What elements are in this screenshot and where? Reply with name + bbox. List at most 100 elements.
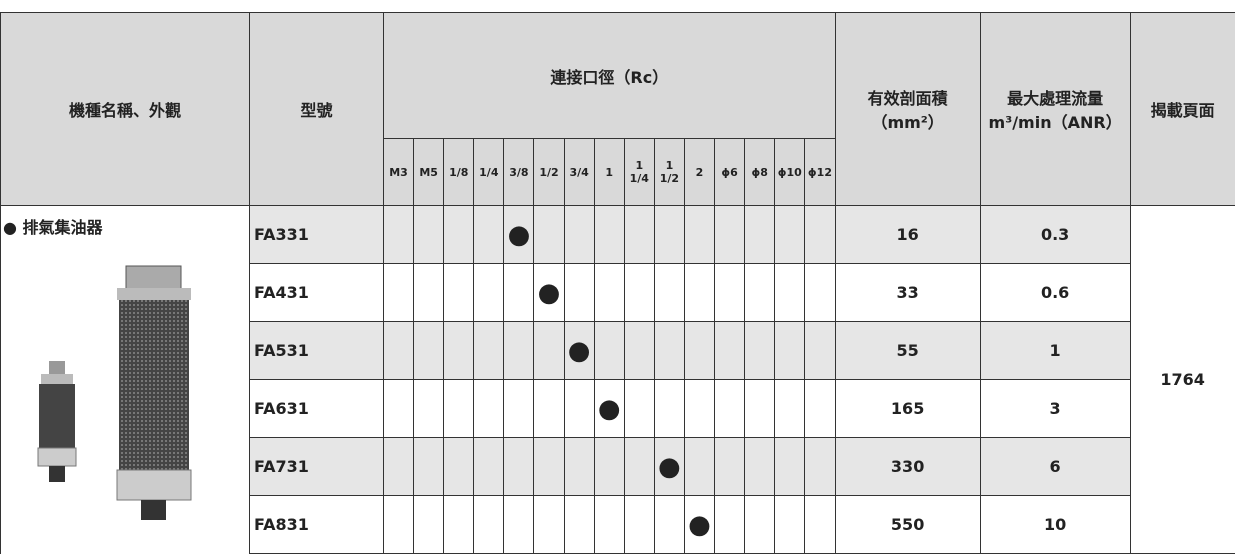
port-cell — [443, 495, 475, 554]
port-cell — [533, 437, 565, 496]
port-header: 3/4 — [563, 138, 595, 206]
port-cell — [413, 321, 445, 380]
area-header-line: 有效剖面積 — [867, 89, 948, 108]
page-cell: 1764 — [1129, 205, 1235, 554]
port-cell — [683, 205, 716, 264]
row: FA831 ● 550 10 — [1, 495, 1235, 554]
model-cell: FA531 — [249, 321, 384, 380]
port-header: 1/2 — [533, 138, 565, 206]
port-cell — [714, 379, 746, 438]
port-cell — [473, 205, 505, 264]
port-cell — [382, 495, 415, 554]
port-cell — [653, 205, 685, 264]
area-cell: 55 — [834, 321, 981, 380]
port-cell — [443, 437, 475, 496]
port-cell — [653, 379, 685, 438]
port-cell — [503, 495, 535, 554]
port-cell — [804, 379, 836, 438]
port-cell — [413, 495, 445, 554]
port-cell — [683, 321, 716, 380]
port-cell — [533, 205, 565, 264]
port-cell — [382, 379, 415, 438]
port-cell — [593, 437, 625, 496]
port-cell — [563, 205, 595, 264]
port-cell — [533, 379, 565, 438]
port-cell — [623, 321, 655, 380]
port-header: 1/4 — [473, 138, 505, 206]
port-cell — [714, 321, 746, 380]
port-cell — [804, 263, 836, 322]
port-cell — [744, 263, 776, 322]
port-cell: ● — [653, 437, 685, 496]
port-cell — [443, 263, 475, 322]
port-cell — [744, 437, 776, 496]
port-cell — [623, 379, 655, 438]
port-cell — [382, 205, 415, 264]
port-cell — [653, 263, 685, 322]
port-cell — [804, 437, 836, 496]
product-image — [37, 265, 192, 520]
port-cell — [473, 321, 505, 380]
model-cell: FA831 — [249, 495, 384, 554]
flow-cell: 10 — [979, 495, 1131, 554]
model-cell: FA431 — [249, 263, 384, 322]
port-cell: ● — [503, 205, 535, 264]
row: ● 排氣集油器 FA331 ● 16 0.3 1764 — [0, 205, 1235, 554]
port-cell — [714, 495, 746, 554]
port-cell: ● — [563, 321, 595, 380]
port-cell — [473, 379, 505, 438]
port-cell — [653, 321, 685, 380]
flow-header-line: 最大處理流量 — [1007, 89, 1104, 108]
port-cell: ● — [683, 495, 716, 554]
port-cell: ● — [593, 379, 625, 438]
port-cell — [593, 205, 625, 264]
port-cell — [774, 205, 806, 264]
flow-cell: 6 — [979, 437, 1131, 496]
port-cell — [473, 495, 505, 554]
port-cell — [683, 437, 716, 496]
name-header: 機種名稱、外觀 — [0, 12, 250, 206]
port-cell — [443, 205, 475, 264]
port-cell — [382, 263, 415, 322]
port-cell — [804, 205, 836, 264]
area-cell: 16 — [834, 205, 981, 264]
port-cell — [563, 379, 595, 438]
port-cell — [714, 263, 746, 322]
port-header: ϕ6 — [714, 138, 746, 206]
port-header: M5 — [413, 138, 445, 206]
port-cell: ● — [533, 263, 565, 322]
port-cell — [413, 379, 445, 438]
port-cell — [593, 321, 625, 380]
port-cell — [503, 321, 535, 380]
connection-header: 連接口徑（Rc） — [383, 12, 836, 139]
port-header: 1 1/4 — [623, 138, 655, 206]
port-cell — [744, 495, 776, 554]
port-cell — [653, 495, 685, 554]
area-cell: 165 — [834, 379, 981, 438]
port-cell — [623, 437, 655, 496]
port-header: 3/8 — [503, 138, 535, 206]
model-cell: FA331 — [249, 205, 384, 264]
port-header: ϕ12 — [804, 138, 836, 206]
port-cell — [382, 321, 415, 380]
port-cell — [413, 437, 445, 496]
port-cell — [413, 263, 445, 322]
port-cell — [503, 263, 535, 322]
area-cell: 33 — [834, 263, 981, 322]
port-cell — [774, 263, 806, 322]
port-cell — [382, 437, 415, 496]
port-cell — [744, 321, 776, 380]
flow-cell: 3 — [979, 379, 1131, 438]
port-header: ϕ8 — [744, 138, 776, 206]
port-cell — [503, 379, 535, 438]
area-header: 有效剖面積 （mm²） — [834, 12, 981, 206]
port-cell — [593, 495, 625, 554]
product-cell: ● 排氣集油器 — [0, 205, 250, 554]
port-cell — [744, 205, 776, 264]
area-cell: 550 — [834, 495, 981, 554]
port-cell — [683, 379, 716, 438]
port-cell — [593, 263, 625, 322]
port-cell — [473, 263, 505, 322]
model-header: 型號 — [249, 12, 384, 206]
flow-cell: 1 — [979, 321, 1131, 380]
